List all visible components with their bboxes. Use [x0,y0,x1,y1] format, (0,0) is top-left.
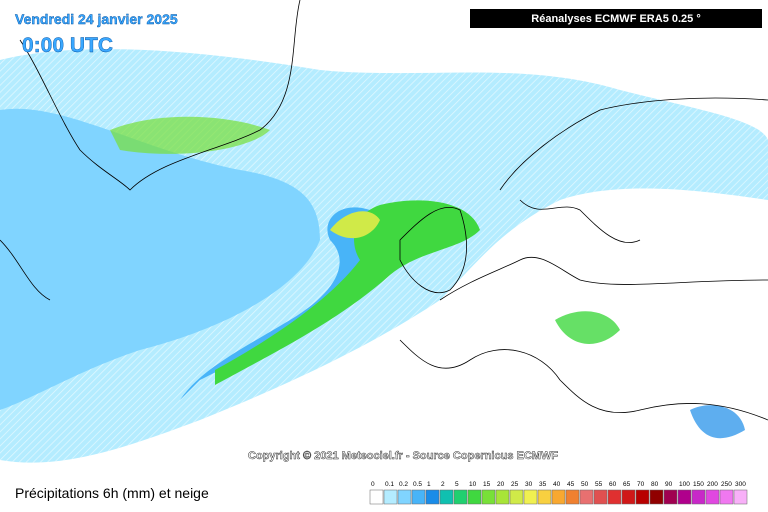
legend-step-label: 30 [525,481,533,488]
legend-step-label: 45 [567,481,575,488]
legend-swatch [607,489,622,505]
legend-step-label: 0 [371,481,375,488]
legend-swatch [467,489,482,505]
legend-step-label: 300 [735,481,746,488]
legend-step-label: 100 [679,481,690,488]
legend-step-label: 0.1 [385,481,394,488]
legend-step-label: 20 [497,481,505,488]
legend-swatch [369,489,384,505]
legend-step-label: 70 [637,481,645,488]
legend-step-label: 0.5 [413,481,422,488]
legend-step-label: 35 [539,481,547,488]
legend-step-label: 25 [511,481,519,488]
precip-balkans [555,311,620,344]
legend-step-label: 5 [455,481,459,488]
legend-step-label: 80 [651,481,659,488]
legend-swatch [523,489,538,505]
legend-swatch [397,489,412,505]
source-box [470,9,762,28]
legend-swatch [691,489,706,505]
legend-swatch [579,489,594,505]
legend-swatch [495,489,510,505]
legend-step-label: 15 [483,481,491,488]
map-date: Vendredi 24 janvier 2025 [15,11,178,27]
legend-step-label: 40 [553,481,561,488]
precip-band [180,207,394,400]
legend-title: Précipitations 6h (mm) et neige [15,485,209,501]
legend-swatch [635,489,650,505]
legend-swatch [453,489,468,505]
precip-moderate [0,108,320,410]
legend-step-label: 0.2 [399,481,408,488]
copyright: Copyright © 2021 Meteociel.fr - Source C… [248,450,558,462]
legend-swatch [537,489,552,505]
precip-east [690,405,745,439]
map-time: 0:00 UTC [22,34,113,57]
legend-swatch [551,489,566,505]
legend-swatch [593,489,608,505]
coastlines [0,0,768,421]
legend-swatch [621,489,636,505]
legend-swatch [663,489,678,505]
legend-swatch [439,489,454,505]
legend-swatch [411,489,426,505]
legend-step-label: 1 [427,481,431,488]
legend-swatch [719,489,734,505]
precip-greenland [110,116,270,154]
legend-swatch [425,489,440,505]
precip-green [215,200,480,385]
legend-swatch [565,489,580,505]
precip-yellow [330,211,380,239]
legend-swatch [383,489,398,505]
legend-step-label: 65 [623,481,631,488]
legend-step-label: 10 [469,481,477,488]
legend-step-label: 200 [707,481,718,488]
legend-step-label: 2 [441,481,445,488]
legend-swatch [509,489,524,505]
legend-step-label: 150 [693,481,704,488]
legend-step-label: 90 [665,481,673,488]
map [0,0,768,463]
legend-step-label: 250 [721,481,732,488]
source-label: Réanalyses ECMWF ERA5 0.25 ° [531,13,700,25]
legend-scale: 0 0.1 0.2 0.5 1 2 5 10 15 20 25 30 35 40 45 50 55 60 65 70 8… [369,481,748,505]
legend-swatch [733,489,748,505]
legend-swatch [481,489,496,505]
legend-swatch [649,489,664,505]
legend-step-label: 55 [595,481,603,488]
legend-swatch [677,489,692,505]
legend-step-label: 60 [609,481,617,488]
legend-swatch [705,489,720,505]
legend-step-label: 50 [581,481,589,488]
